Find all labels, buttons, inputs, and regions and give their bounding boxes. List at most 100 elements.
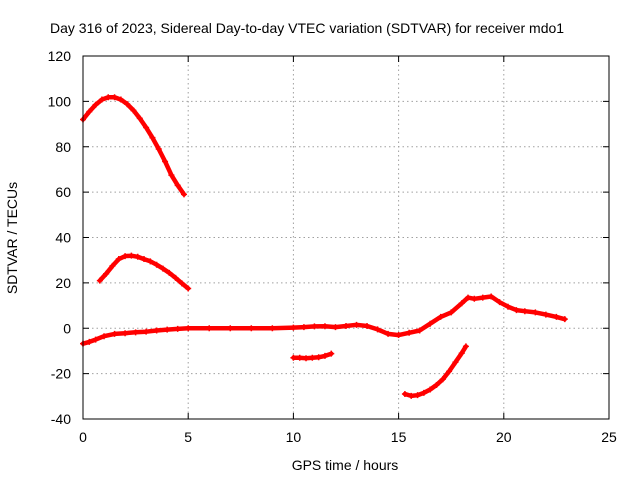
data-point xyxy=(416,327,423,334)
y-tick-label: 80 xyxy=(55,139,71,155)
data-point xyxy=(180,191,187,198)
data-point xyxy=(521,308,528,315)
data-point xyxy=(86,338,93,345)
data-point xyxy=(353,321,360,328)
tick-layer xyxy=(82,55,610,420)
data-point xyxy=(321,352,328,359)
data-point xyxy=(343,322,349,329)
data-point xyxy=(364,322,371,329)
data-point xyxy=(303,355,310,362)
data-point xyxy=(513,307,520,314)
data-point xyxy=(185,285,192,292)
data-point xyxy=(164,326,171,333)
data-point xyxy=(471,295,478,302)
data-point xyxy=(269,325,276,332)
data-point xyxy=(458,300,465,307)
y-tick-label: 120 xyxy=(48,48,72,64)
data-point xyxy=(92,336,99,343)
y-tick-labels: -40 -20 0 20 40 60 80 100 120 xyxy=(48,48,72,427)
data-point xyxy=(227,325,234,332)
data-point xyxy=(395,332,402,339)
data-point xyxy=(185,325,192,332)
y-tick-label: -20 xyxy=(51,366,71,382)
data-point xyxy=(465,294,472,301)
data-point xyxy=(553,313,560,320)
data-point xyxy=(124,101,131,108)
data-point xyxy=(134,253,141,260)
data-point xyxy=(309,354,316,361)
data-point xyxy=(178,280,185,287)
data-point xyxy=(174,325,181,332)
data-point xyxy=(130,107,137,114)
data-point xyxy=(206,325,213,332)
data-point xyxy=(128,252,135,259)
data-point xyxy=(92,101,99,108)
data-point xyxy=(172,274,179,281)
data-point xyxy=(174,182,181,189)
data-point xyxy=(439,376,446,383)
data-point xyxy=(458,350,465,357)
series-arc-3 xyxy=(80,294,568,346)
series-arc-5 xyxy=(402,344,469,399)
data-point xyxy=(122,330,129,337)
data-point xyxy=(103,270,110,277)
data-point xyxy=(159,265,166,272)
data-point xyxy=(300,324,307,331)
data-point xyxy=(505,303,512,310)
data-point xyxy=(290,354,297,361)
data-point xyxy=(462,343,469,350)
data-point xyxy=(488,293,495,300)
y-tick-label: 40 xyxy=(55,230,71,246)
data-point xyxy=(433,381,440,388)
x-tick-label: 20 xyxy=(496,429,512,445)
data-point xyxy=(328,350,335,357)
data-point xyxy=(143,328,150,335)
data-point xyxy=(374,326,381,333)
x-tick-label: 0 xyxy=(79,429,87,445)
data-point xyxy=(153,261,160,268)
data-point xyxy=(406,329,413,336)
data-point xyxy=(147,258,154,265)
y-tick-label: -40 xyxy=(51,411,71,427)
data-point xyxy=(452,359,459,366)
data-point xyxy=(115,256,122,263)
data-point xyxy=(143,124,150,131)
data-point xyxy=(98,96,105,103)
data-point xyxy=(479,294,486,301)
data-point xyxy=(149,134,156,141)
data-point xyxy=(162,158,169,165)
y-tick-label: 0 xyxy=(63,320,71,336)
data-point xyxy=(168,172,175,179)
data-point xyxy=(96,277,103,284)
data-point xyxy=(311,323,318,330)
data-point xyxy=(408,392,415,399)
data-point xyxy=(86,108,93,115)
data-point xyxy=(437,313,444,320)
data-point xyxy=(141,256,148,263)
data-point xyxy=(414,392,421,399)
data-point xyxy=(111,94,118,101)
data-point xyxy=(111,330,118,337)
x-axis-label: GPS time / hours xyxy=(292,457,399,473)
data-point xyxy=(117,96,124,103)
x-tick-labels: 0 5 10 15 20 25 xyxy=(79,429,617,445)
data-point xyxy=(321,323,328,330)
data-point xyxy=(542,311,549,318)
data-point xyxy=(315,354,322,361)
plot-frame xyxy=(82,55,610,420)
data-point xyxy=(290,324,297,331)
data-point xyxy=(122,253,129,260)
data-point xyxy=(132,329,139,336)
y-tick-label: 100 xyxy=(48,93,72,109)
data-point xyxy=(401,391,408,398)
y-tick-label: 60 xyxy=(55,184,71,200)
data-point xyxy=(496,299,503,306)
data-point xyxy=(153,327,160,334)
data-point xyxy=(136,115,143,122)
data-point xyxy=(296,354,303,361)
x-tick-label: 5 xyxy=(184,429,192,445)
data-point xyxy=(332,324,339,331)
data-point xyxy=(109,262,116,269)
data-point xyxy=(427,386,434,393)
